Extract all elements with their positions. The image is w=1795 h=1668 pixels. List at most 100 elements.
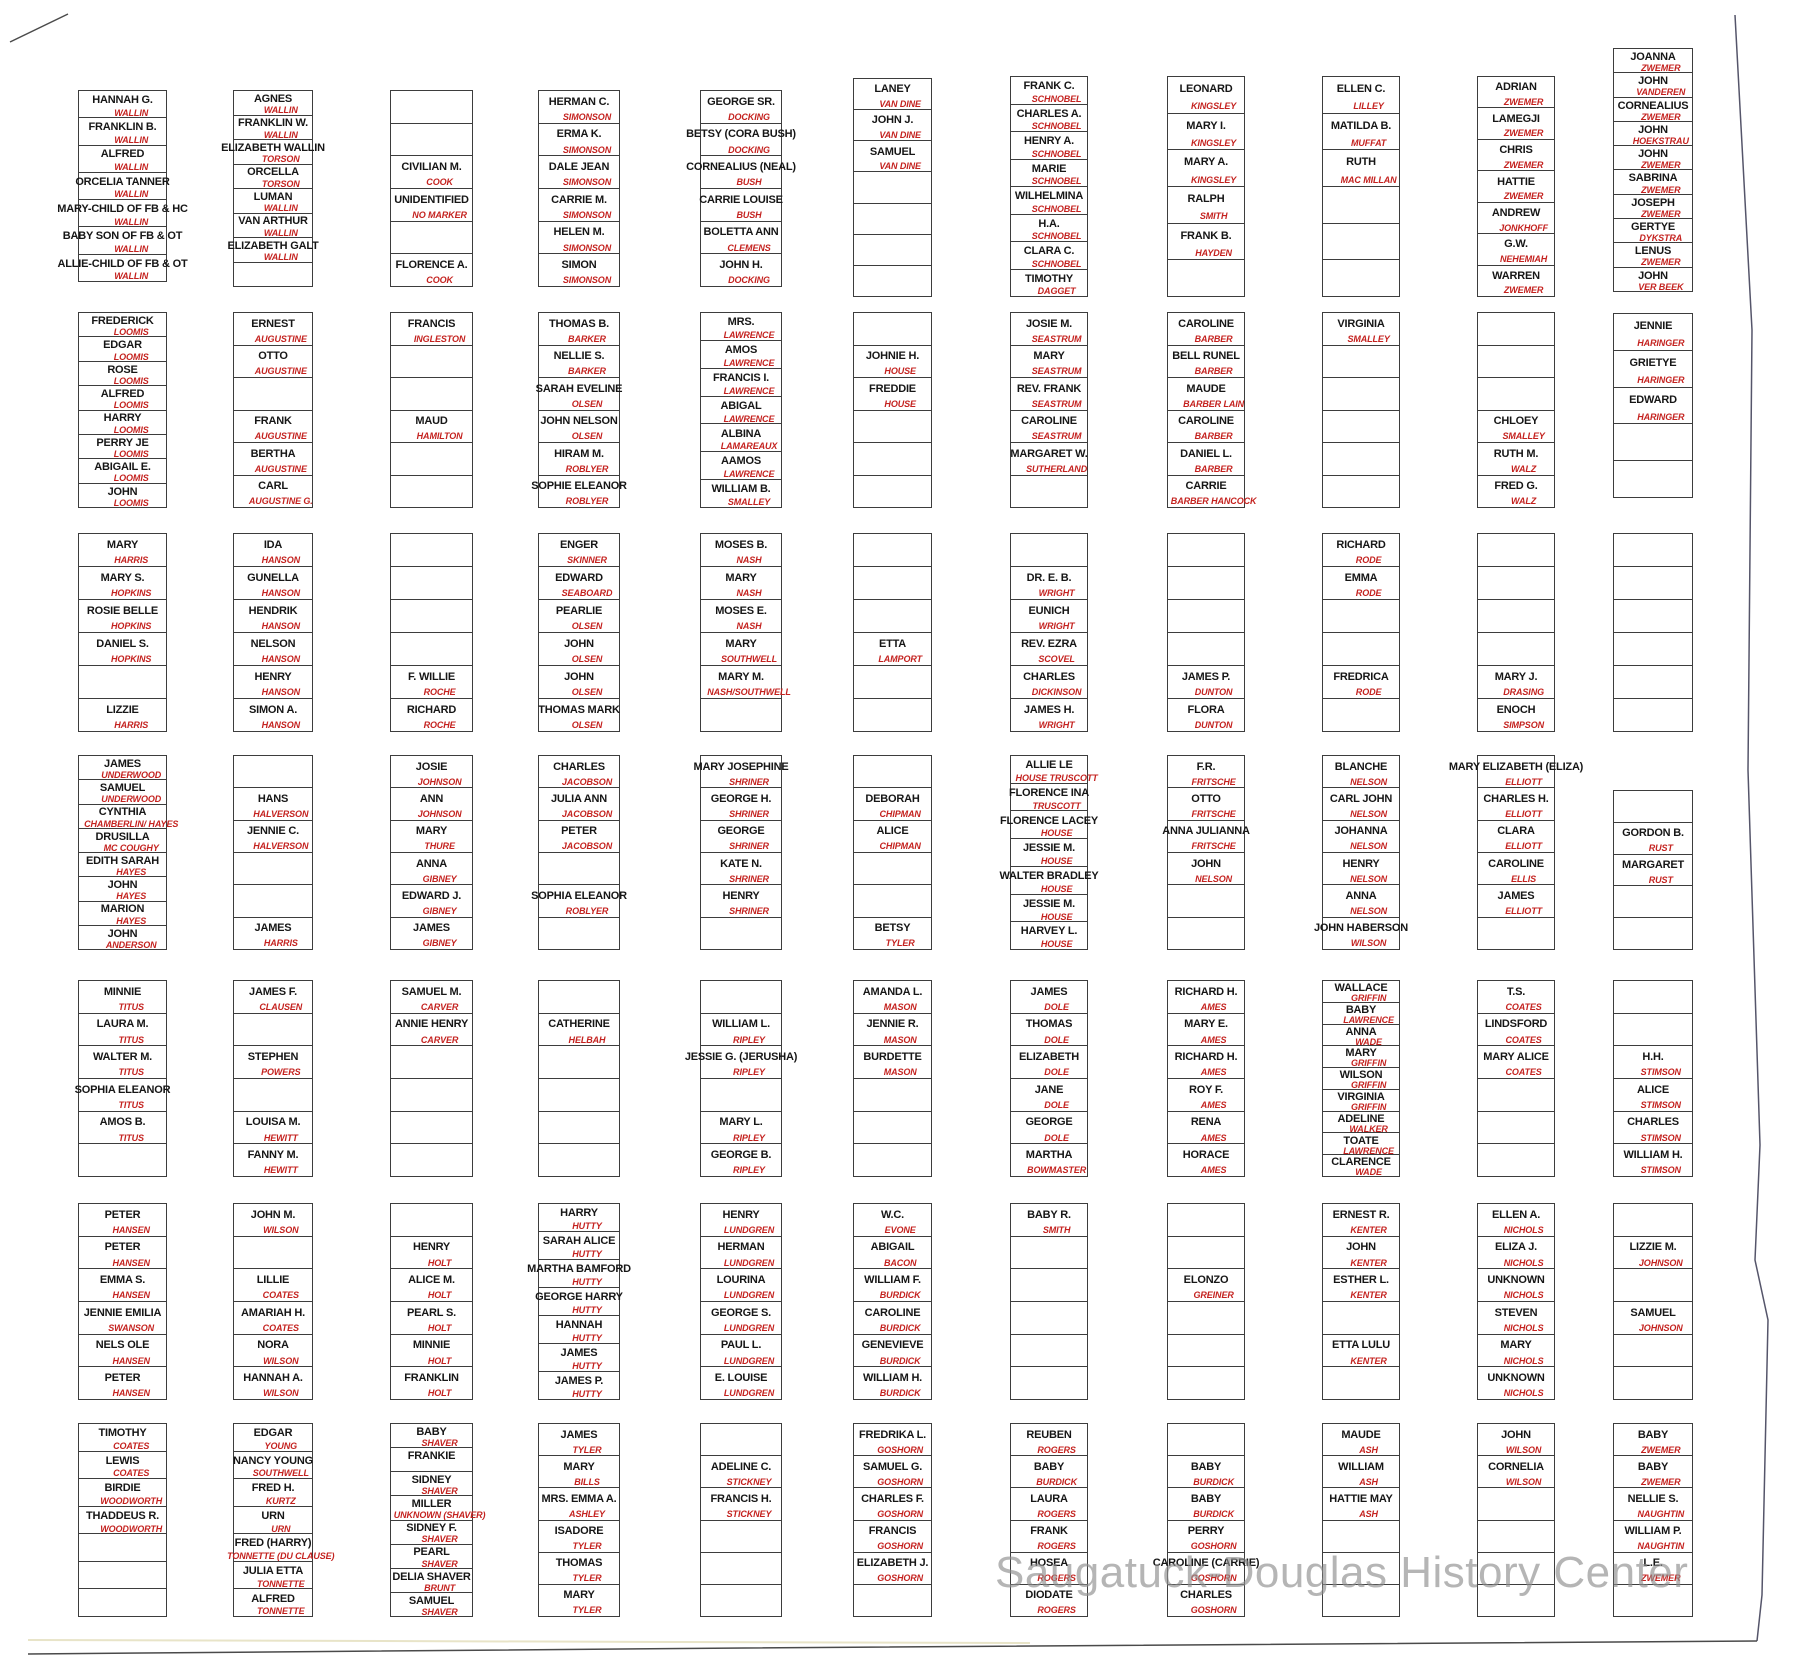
- plot-cell: ERNEST R. KENTER: [1323, 1204, 1399, 1236]
- plot-name: JENNIE R.: [866, 1018, 919, 1031]
- plot-cell: THOMAS MARK OLSEN: [538, 698, 620, 731]
- plot-cell: MARY ALICE COATES: [1478, 1045, 1554, 1078]
- plot-cell: SAMUEL JOHNSON: [1614, 1301, 1692, 1334]
- plot-cell: HENDRIK HANSON: [234, 599, 312, 632]
- plot-cell: BELL RUNEL BARBER: [1168, 344, 1244, 378]
- plot-cell: [1323, 409, 1399, 443]
- plot-surname: YOUNG: [264, 1440, 298, 1451]
- plot-cell: CHARLES H. ELLIOTT: [1478, 787, 1554, 819]
- plot-name: FRANKLIN: [404, 1372, 459, 1385]
- plot-cell: DALE JEAN SIMONSON: [539, 155, 619, 188]
- plot-surname: HALVERSON: [253, 809, 309, 820]
- plot-cell: MOSES B. NASH: [701, 534, 781, 566]
- plot-block-r4c7: ALLIE LE HOUSE TRUSCOTT FLORENCE INA TRUSCO…: [999, 755, 1099, 950]
- plot-cell: ELLEN C. LILLEY: [1323, 77, 1399, 113]
- plot-cell: [1614, 460, 1692, 497]
- plot-cell: HERMAN LUNDGREN: [701, 1235, 781, 1269]
- plot-cell: LOUISA M. HEWITT: [234, 1110, 312, 1144]
- plot-name: JENNIE C.: [247, 825, 299, 838]
- plot-name: HATTIE MAY: [1329, 1492, 1393, 1505]
- plot-cell: JAMES P. DUNTON: [1168, 665, 1244, 698]
- plot-surname: SHAVER: [421, 1437, 458, 1448]
- plot-cell: MARY HARRIS: [79, 534, 166, 566]
- plot-name: AMOS B.: [99, 1116, 146, 1129]
- plot-name: DALE JEAN: [548, 161, 610, 174]
- plot-cell: [1323, 599, 1399, 632]
- plot-cell: THOMAS B. BARKER: [539, 313, 619, 345]
- plot-name: FANNY M.: [247, 1149, 299, 1162]
- plot-surname: KINGSLEY: [1190, 174, 1237, 185]
- plot-surname: LAMAREAUX: [720, 441, 778, 452]
- plot-surname: AMES: [1200, 1099, 1227, 1110]
- plot-cell: WILLIAM P. NAUGHTIN: [1614, 1519, 1692, 1552]
- plot-name: ISADORE: [554, 1525, 604, 1538]
- plot-name: CARL: [258, 480, 288, 493]
- plot-block-r5c5: WILLIAM L. RIPLEY JESSIE G. (JERUSHA) RIPLE…: [685, 980, 797, 1177]
- plot-cell: JENNIE EMILIA SWANSON: [79, 1301, 166, 1334]
- plot-block-r1c10: ADRIAN ZWEMER LAMEGJI ZWEMER CHRIS ZWEMER HATT…: [1477, 76, 1555, 297]
- plot-block-r7c1: TIMOTHY COATES LEWIS COATES BIRDIE WOODWORTH T…: [78, 1423, 167, 1617]
- plot-cell: [1614, 885, 1692, 917]
- plot-surname: WILSON: [1505, 1476, 1542, 1487]
- plot-name: JOHN: [1638, 148, 1668, 161]
- plot-surname: NICHOLS: [1503, 1322, 1544, 1333]
- plot-name: DANIEL L.: [1180, 447, 1232, 460]
- plot-cell: [391, 474, 472, 508]
- plot-surname: HOUSE TRUSCOTT: [1015, 772, 1098, 783]
- plot-name: PETER: [104, 1208, 141, 1221]
- plot-cell: [854, 171, 931, 202]
- plot-surname: AMES: [1200, 1132, 1227, 1143]
- plot-surname: WALLIN: [114, 189, 149, 200]
- plot-cell: DANIEL S. HOPKINS: [79, 632, 166, 665]
- plot-cell: [854, 534, 931, 566]
- plot-surname: HEWITT: [263, 1132, 298, 1143]
- plot-surname: HAYES: [116, 915, 147, 926]
- plot-cell: [391, 91, 472, 123]
- plot-cell: [1168, 632, 1244, 665]
- plot-cell: [854, 566, 931, 599]
- plot-cell: [391, 632, 472, 665]
- plot-surname: FRITSCHE: [1191, 841, 1236, 852]
- plot-cell: [1614, 791, 1692, 822]
- plot-cell: [391, 1078, 472, 1111]
- plot-name: H.A.: [1038, 217, 1060, 230]
- plot-cell: SOPHIA ELEANOR ROBLYER: [531, 884, 627, 916]
- plot-cell: [1168, 566, 1244, 599]
- plot-name: BETSY (CORA BUSH): [686, 128, 796, 141]
- plot-cell: [1478, 377, 1554, 410]
- plot-cell: [1011, 1333, 1087, 1367]
- plot-surname: KINGSLEY: [1190, 137, 1237, 148]
- plot-surname: BILLS: [574, 1476, 600, 1487]
- plot-block-r5c10: T.S. COATES LINDSFORD COATES MARY ALICE COATE…: [1477, 980, 1555, 1177]
- plot-block-r7c7: REUBEN ROGERS BABY BURDICK LAURA ROGERS FRANK R…: [1010, 1423, 1088, 1617]
- plot-surname: COATES: [262, 1322, 299, 1333]
- plot-block-r7c6: FREDRIKA L. GOSHORN SAMUEL G. GOSHORN CHARLE…: [853, 1423, 932, 1617]
- plot-surname: WALLIN: [263, 203, 298, 214]
- plot-cell: [1168, 599, 1244, 632]
- plot-surname: LOOMIS: [113, 424, 149, 435]
- plot-name: CHARLES: [553, 760, 605, 773]
- plot-name: SAMUEL: [408, 1594, 455, 1607]
- plot-cell: JOHN VER BEEK: [1614, 266, 1692, 292]
- plot-name: HENRY A.: [1024, 135, 1074, 147]
- plot-cell: FREDRIKA L. GOSHORN: [854, 1424, 931, 1455]
- plot-cell: ALICE M. HOLT: [391, 1268, 472, 1301]
- plot-surname: MC COUGHY: [103, 842, 159, 853]
- plot-cell: FRANK ROGERS: [1011, 1519, 1087, 1552]
- plot-name: AGNES: [253, 92, 293, 105]
- plot-block-r3c5: MOSES B. NASH MARY NASH MOSES E. NASH MARY SOUT…: [700, 533, 791, 732]
- plot-surname: HANSON: [261, 588, 301, 599]
- plot-cell: WALTER BRADLEY HOUSE: [999, 865, 1099, 894]
- plot-cell: [1614, 1583, 1692, 1616]
- plot-surname: TORSON: [261, 154, 300, 165]
- plot-cell: [391, 442, 472, 475]
- plot-name: HELEN M.: [553, 226, 605, 239]
- plot-name: JOHN: [1191, 857, 1221, 870]
- plot-name: EDWARD J.: [401, 889, 462, 902]
- plot-surname: HAYES: [116, 891, 147, 902]
- plot-cell: ANN JOHNSON: [391, 787, 472, 819]
- plot-cell: JULIA ANN JACOBSON: [539, 787, 619, 819]
- plot-name: JOHN NELSON: [540, 415, 618, 428]
- plot-cell: BETSY (CORA BUSH) DOCKING: [686, 122, 796, 156]
- plot-cell: CORNEALIUS (NEAL) BUSH: [686, 155, 796, 188]
